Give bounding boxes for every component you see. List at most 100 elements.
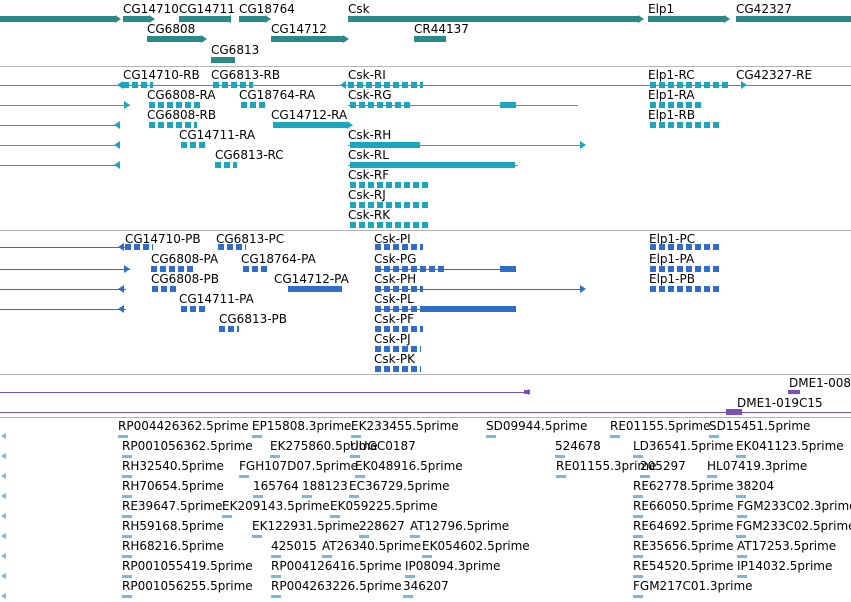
exon[interactable]	[375, 326, 381, 332]
feature-label[interactable]: Elp1-PC	[649, 232, 696, 246]
exon[interactable]	[411, 326, 417, 332]
est-glyph[interactable]	[640, 475, 650, 478]
feature-label[interactable]: CG6808-RB	[147, 108, 217, 122]
exon[interactable]	[395, 182, 401, 188]
exon[interactable]	[695, 82, 701, 88]
feature-label[interactable]: RP004263226.5prime	[271, 579, 402, 593]
exon[interactable]	[402, 82, 408, 88]
exon[interactable]	[402, 326, 408, 332]
exon[interactable]	[181, 142, 187, 148]
exon[interactable]	[411, 82, 417, 88]
feature-label[interactable]: FGM233C02.3prime	[737, 499, 851, 513]
exon[interactable]	[686, 286, 692, 292]
feature-label[interactable]: Elp1-RC	[648, 68, 695, 82]
feature-label[interactable]: CG42327-RE	[736, 68, 813, 82]
est-glyph[interactable]	[737, 515, 747, 518]
feature-glyph[interactable]	[211, 57, 235, 63]
feature-label[interactable]: Csk-RI	[348, 68, 386, 82]
feature-label[interactable]: Csk-PI	[374, 232, 411, 246]
exon[interactable]	[393, 326, 399, 332]
feature-label[interactable]: CG18764	[239, 2, 295, 16]
exon[interactable]	[704, 82, 710, 88]
exon[interactable]	[160, 266, 166, 272]
feature-label[interactable]: RE64692.5prime	[633, 519, 734, 533]
feature-label[interactable]: AT17253.5prime	[737, 539, 837, 553]
exon[interactable]	[386, 222, 392, 228]
est-glyph[interactable]	[252, 535, 262, 538]
exon[interactable]	[141, 82, 147, 88]
est-glyph[interactable]	[633, 595, 643, 598]
exon[interactable]	[368, 222, 374, 228]
feature-label[interactable]: CG6808-PA	[151, 252, 219, 266]
feature-label[interactable]: RE35656.5prime	[633, 539, 734, 553]
est-glyph[interactable]	[709, 435, 719, 438]
est-glyph[interactable]	[359, 535, 369, 538]
feature-label[interactable]: Csk-RG	[348, 88, 392, 102]
feature-label[interactable]: EK275860.5prime	[270, 439, 378, 453]
est-glyph[interactable]	[252, 435, 262, 438]
exon[interactable]	[677, 244, 683, 250]
feature-glyph[interactable]	[179, 16, 231, 22]
exon[interactable]	[215, 162, 221, 168]
exon[interactable]	[402, 244, 408, 250]
exon[interactable]	[250, 102, 256, 108]
feature-label[interactable]: CG14712-RA	[271, 108, 348, 122]
exon[interactable]	[170, 286, 176, 292]
exon[interactable]	[359, 182, 365, 188]
exon[interactable]	[199, 142, 205, 148]
exon[interactable]	[668, 82, 674, 88]
exon[interactable]	[158, 122, 164, 128]
exon[interactable]	[240, 82, 246, 88]
exon[interactable]	[668, 286, 674, 292]
est-glyph[interactable]	[122, 515, 132, 518]
feature-glyph[interactable]	[414, 36, 446, 42]
exon[interactable]	[404, 222, 410, 228]
est-glyph[interactable]	[122, 575, 132, 578]
exon[interactable]	[227, 244, 233, 250]
exon[interactable]	[249, 82, 253, 88]
exon[interactable]	[402, 366, 408, 372]
est-glyph[interactable]	[405, 575, 415, 578]
feature-label[interactable]: EK209143.5prime	[222, 499, 330, 513]
feature-label[interactable]: CG14710	[123, 2, 179, 16]
est-glyph[interactable]	[403, 595, 413, 598]
exon[interactable]	[395, 202, 401, 208]
feature-label[interactable]: SD09944.5prime	[486, 419, 588, 433]
exon[interactable]	[150, 82, 153, 88]
feature-label[interactable]: Csk-RK	[348, 208, 391, 222]
exon[interactable]	[420, 346, 421, 352]
feature-label[interactable]: CG14710-RB	[123, 68, 200, 82]
feature-label[interactable]: CG14710-PB	[125, 232, 201, 246]
feature-label[interactable]: FGH107D07.5prime	[239, 459, 359, 473]
feature-label[interactable]: IP14032.5prime	[737, 559, 833, 573]
feature-label[interactable]: SD15451.5prime	[709, 419, 811, 433]
exon[interactable]	[169, 266, 175, 272]
exon[interactable]	[384, 244, 390, 250]
exon[interactable]	[704, 286, 710, 292]
feature-label[interactable]: 38204	[736, 479, 775, 493]
exon[interactable]	[167, 122, 173, 128]
exon[interactable]	[237, 326, 239, 332]
exon[interactable]	[386, 182, 392, 188]
feature-label[interactable]: Elp1-PB	[649, 272, 695, 286]
exon[interactable]	[420, 244, 423, 250]
exon[interactable]	[650, 244, 656, 250]
est-glyph[interactable]	[736, 495, 746, 498]
regulatory-feature[interactable]	[788, 390, 800, 394]
exon[interactable]	[375, 366, 381, 372]
exon[interactable]	[677, 102, 683, 108]
feature-label[interactable]: CG42327	[736, 2, 792, 16]
exon[interactable]	[695, 122, 701, 128]
exon[interactable]	[411, 366, 417, 372]
feature-label[interactable]: CG18764-RA	[239, 88, 316, 102]
exon[interactable]	[420, 82, 423, 88]
est-glyph[interactable]	[736, 535, 746, 538]
exon[interactable]	[413, 222, 419, 228]
exon[interactable]	[134, 244, 140, 250]
exon[interactable]	[377, 202, 383, 208]
feature-glyph[interactable]	[348, 16, 638, 22]
feature-label[interactable]: CG6813	[211, 43, 260, 57]
feature-label[interactable]: RP001055419.5prime	[122, 559, 253, 573]
feature-label[interactable]: Elp1-RA	[648, 88, 695, 102]
exon[interactable]	[686, 122, 692, 128]
